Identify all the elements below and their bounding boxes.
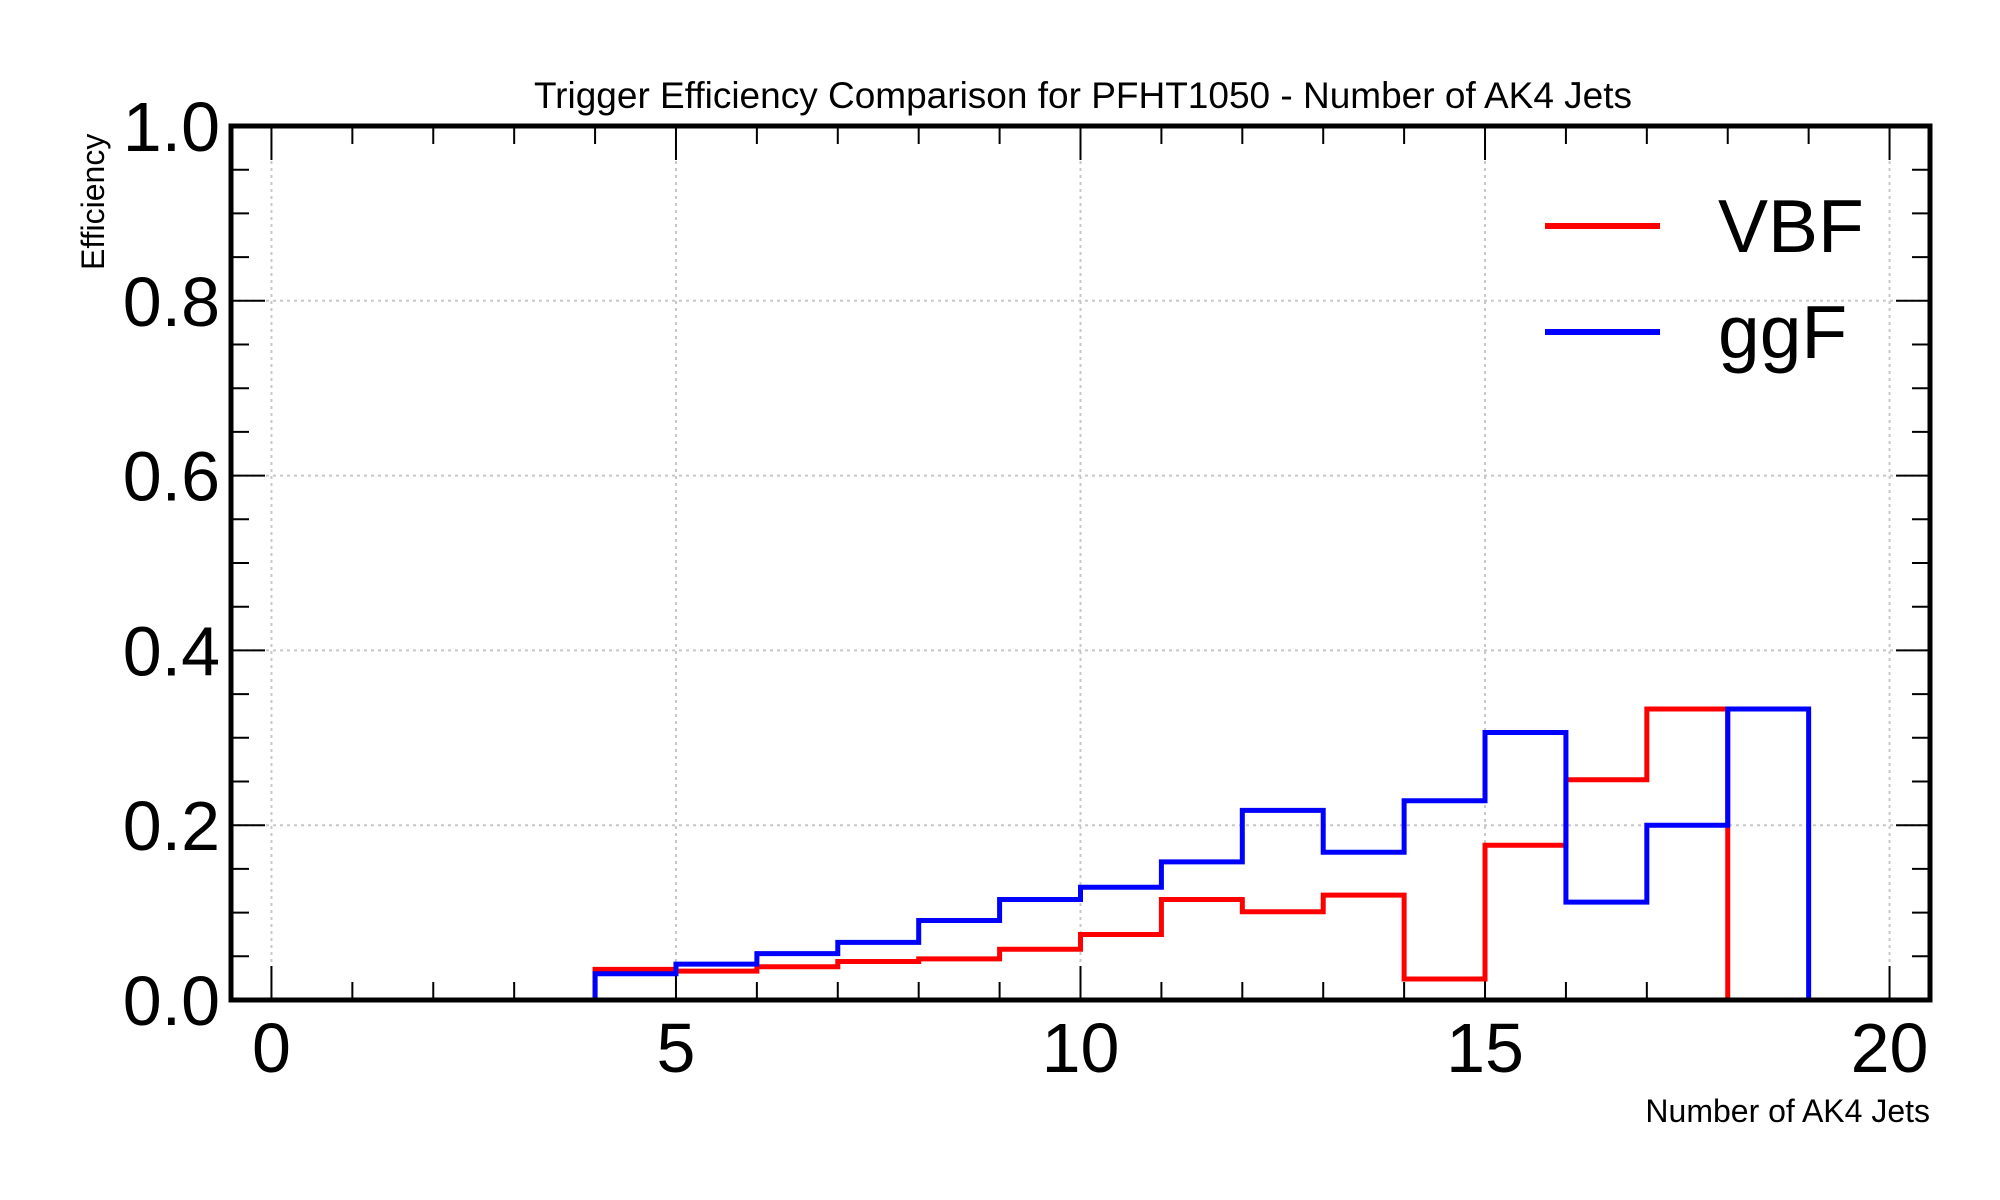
x-tick-label: 5 [657, 1009, 696, 1087]
legend: VBF ggF [1545, 184, 1864, 374]
y-tick-label: 0.8 [123, 263, 220, 341]
tick-labels: 0 5 10 15 20 0.0 0.2 0.4 0.6 0.8 1.0 [123, 88, 1929, 1087]
legend-label-vbf: VBF [1718, 184, 1864, 268]
x-tick-label: 0 [252, 1009, 291, 1087]
x-tick-label: 10 [1042, 1009, 1120, 1087]
grid [231, 126, 1930, 1000]
series-vbf-step [592, 706, 1731, 1000]
x-tick-label: 20 [1851, 1009, 1929, 1087]
series-layer [592, 706, 1812, 1000]
legend-label-ggf: ggF [1718, 290, 1847, 374]
axis-ticks [231, 125, 1930, 1001]
x-tick-label: 15 [1446, 1009, 1524, 1087]
x-axis-title: Number of AK4 Jets [1645, 1093, 1930, 1129]
y-tick-label: 0.4 [123, 612, 220, 690]
y-tick-label: 0.2 [123, 787, 220, 865]
y-tick-label: 1.0 [123, 88, 220, 166]
y-tick-label: 0.0 [123, 962, 220, 1040]
series-ggf-step [592, 706, 1812, 1000]
y-axis-title: Efficiency [75, 134, 111, 270]
chart-title: Trigger Efficiency Comparison for PFHT10… [534, 75, 1632, 116]
plot-frame [228, 123, 1933, 1003]
y-tick-label: 0.6 [123, 438, 220, 516]
